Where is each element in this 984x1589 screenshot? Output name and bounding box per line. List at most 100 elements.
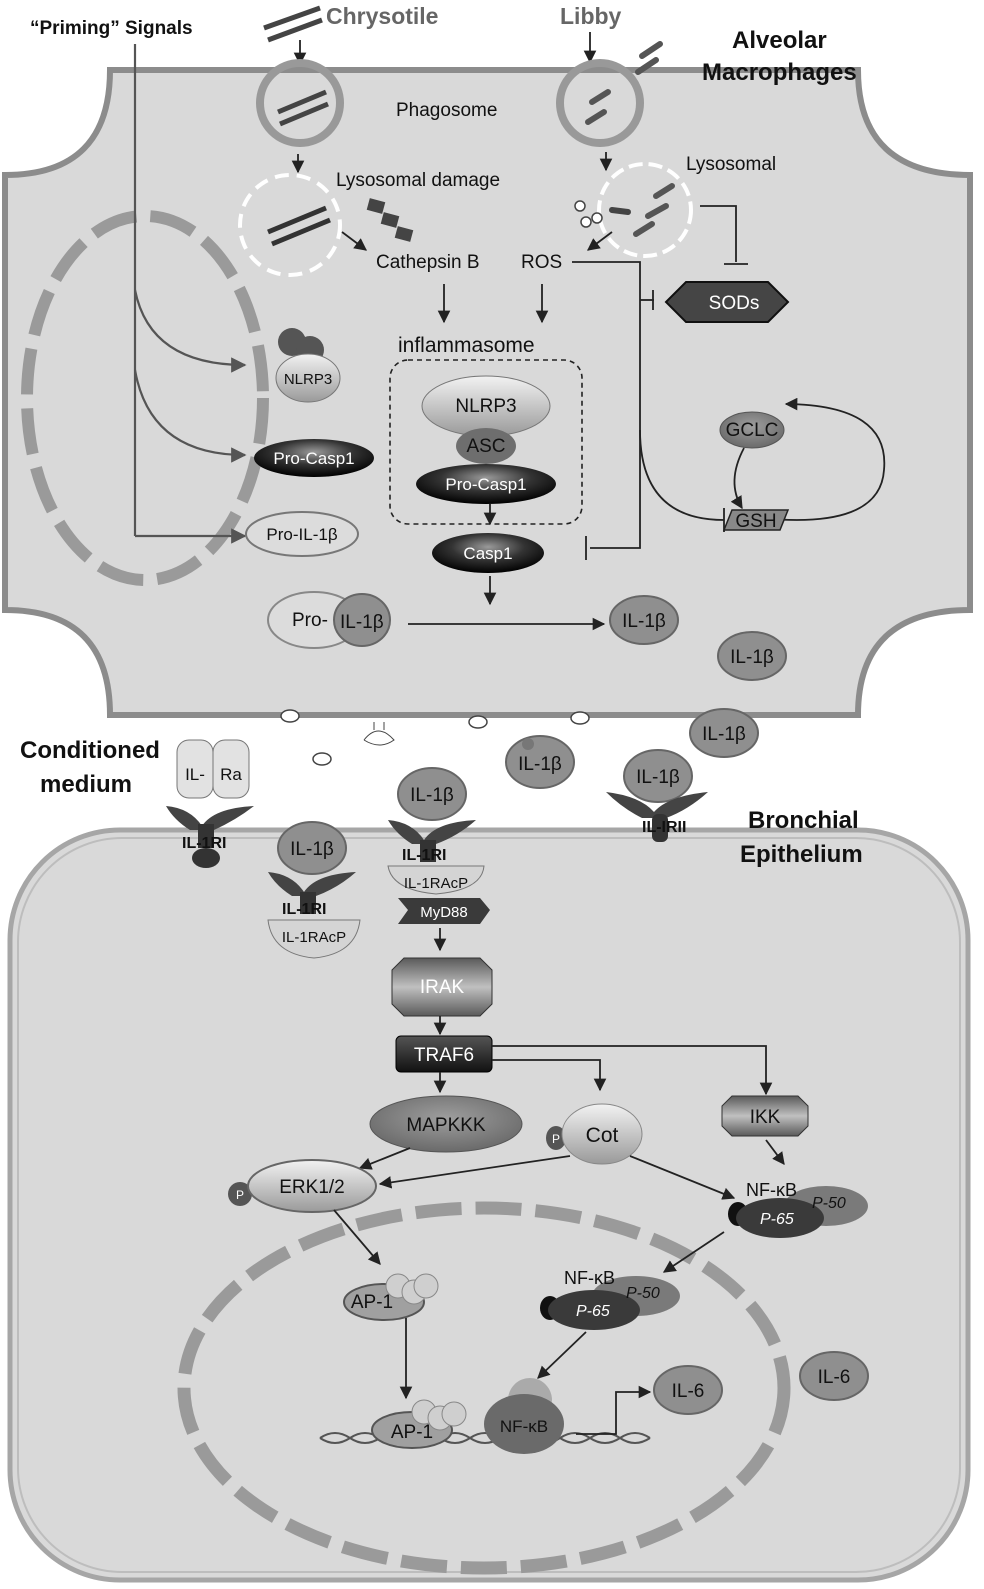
svg-text:NLRP3: NLRP3	[455, 396, 516, 417]
svg-text:IL-1RI: IL-1RI	[402, 847, 446, 864]
svg-text:IL-6: IL-6	[672, 1381, 705, 1402]
svg-text:Pro-Casp1: Pro-Casp1	[445, 475, 526, 494]
svg-text:GSH: GSH	[735, 511, 776, 532]
asc-node: ASC	[456, 428, 516, 464]
svg-text:IL-1RI: IL-1RI	[182, 835, 226, 852]
lysosome-right	[597, 162, 693, 258]
svg-text:IL-1β: IL-1β	[636, 767, 680, 788]
conditioned-title-1: Conditioned	[20, 737, 160, 764]
inflammasome-label: inflammasome	[398, 334, 535, 357]
sods-label: SODs	[709, 293, 760, 314]
phagosome-left	[256, 59, 344, 147]
ap1-node-dna: AP-1	[371, 1399, 467, 1449]
pro-il1b-complex: Pro- IL-1β	[267, 591, 391, 649]
svg-text:IL-1β: IL-1β	[730, 647, 774, 668]
macrophage-nucleus	[21, 210, 269, 586]
svg-text:NF-κB: NF-κB	[564, 1268, 615, 1288]
il1b-free-2: IL-1β	[689, 708, 759, 758]
ap1-node-upper: AP-1	[343, 1273, 439, 1321]
svg-text:IL-: IL-	[185, 765, 205, 784]
il1ra-receptor: IL- Ra IL-1RI	[166, 739, 254, 868]
epithelial-nucleus	[177, 1201, 791, 1575]
svg-text:Ra: Ra	[220, 765, 242, 784]
conditioned-title-2: medium	[40, 771, 132, 798]
libby-label: Libby	[560, 3, 622, 29]
svg-text:IL-1RAcP: IL-1RAcP	[282, 929, 346, 946]
bronchial-title-1: Bronchial	[748, 807, 859, 834]
svg-text:Cot: Cot	[586, 1124, 619, 1147]
pro-il1b-node: Pro-IL-1β	[245, 511, 359, 557]
cathepsin-b-label: Cathepsin B	[376, 252, 480, 273]
svg-text:IL-IRII: IL-IRII	[642, 819, 686, 836]
svg-text:MyD88: MyD88	[420, 904, 468, 921]
cot-node: P Cot	[546, 1103, 643, 1165]
svg-text:TRAF6: TRAF6	[414, 1045, 474, 1066]
lysosomal-label: Lysosomal	[686, 154, 776, 175]
svg-text:P: P	[236, 1188, 244, 1202]
traf6-node: TRAF6	[395, 1035, 493, 1073]
lysosomal-damage-label: Lysosomal damage	[336, 170, 500, 191]
svg-text:IL-1β: IL-1β	[340, 612, 384, 633]
svg-text:IL-1β: IL-1β	[702, 724, 746, 745]
nfkb-dna: NF-κB	[484, 1378, 564, 1454]
nfkb-nucleus: NF-κB P-50 P-65	[540, 1268, 680, 1330]
sods-node: SODs	[664, 281, 790, 323]
il6-nucleus: IL-6	[653, 1365, 723, 1415]
phagosome-right	[556, 59, 644, 147]
il6-cytoplasm: IL-6	[799, 1351, 869, 1401]
phagosome-label: Phagosome	[396, 100, 497, 121]
pro-casp1-node: Pro-Casp1	[254, 439, 374, 477]
svg-text:IL-1β: IL-1β	[290, 839, 334, 860]
il1b-mature-1: IL-1β	[609, 595, 679, 645]
bronchial-title-2: Epithelium	[740, 841, 863, 868]
gclc-node: GCLC	[719, 411, 785, 449]
svg-text:P-50: P-50	[812, 1195, 846, 1212]
svg-text:IKK: IKK	[750, 1107, 781, 1128]
svg-text:IL-6: IL-6	[818, 1367, 851, 1388]
mapkkk-node: MAPKKK	[369, 1095, 523, 1153]
il1b-mature-2: IL-1β	[717, 631, 787, 681]
il1b-receptor-complex-left: IL-1β IL-1RI IL-1RAcP	[267, 821, 361, 959]
erk-node: P ERK1/2	[228, 1159, 377, 1213]
inflammasome-pro-casp1: Pro-Casp1	[416, 464, 556, 504]
ros-bubbles	[574, 200, 603, 228]
ikk-node: IKK	[721, 1095, 809, 1137]
il1b-receptor-complex-top: IL-1β IL-1RI IL-1RAcP MyD88	[387, 767, 490, 924]
alveolar-title-2: Macrophages	[702, 59, 857, 86]
svg-text:P-50: P-50	[626, 1285, 660, 1302]
chrysotile-label: Chrysotile	[326, 3, 438, 29]
svg-text:NF-κB: NF-κB	[500, 1417, 548, 1436]
svg-text:ERK1/2: ERK1/2	[279, 1177, 344, 1198]
svg-text:P-65: P-65	[760, 1211, 794, 1228]
svg-text:NF-κB: NF-κB	[746, 1180, 797, 1200]
svg-text:P: P	[552, 1132, 560, 1146]
alveolar-title-1: Alveolar	[732, 27, 827, 54]
svg-text:IRAK: IRAK	[420, 977, 465, 998]
svg-text:GCLC: GCLC	[726, 420, 779, 441]
svg-text:MAPKKK: MAPKKK	[406, 1115, 486, 1136]
svg-text:P-65: P-65	[576, 1303, 610, 1320]
svg-text:IL-1β: IL-1β	[518, 754, 562, 775]
svg-text:Casp1: Casp1	[463, 544, 512, 563]
nfkb-cytoplasm: NF-κB P-50 P-65	[728, 1180, 868, 1238]
nlrp3-node: NLRP3	[275, 328, 341, 403]
svg-text:AP-1: AP-1	[391, 1422, 433, 1443]
svg-text:IL-1RAcP: IL-1RAcP	[404, 875, 468, 892]
il-irii-receptor: IL-1β IL-IRII	[606, 749, 708, 842]
chrysotile-fiber	[263, 5, 323, 43]
svg-text:AP-1: AP-1	[351, 1292, 393, 1313]
inflammasome-nlrp3: NLRP3	[421, 375, 551, 437]
casp1-node: Casp1	[432, 533, 544, 573]
svg-text:NLRP3: NLRP3	[284, 371, 332, 388]
svg-text:ASC: ASC	[466, 436, 505, 457]
damaged-lysosome	[238, 173, 342, 277]
medium-vesicles	[280, 709, 590, 766]
svg-text:IL-1RI: IL-1RI	[282, 901, 326, 918]
ros-label: ROS	[521, 252, 562, 273]
gsh-node: GSH	[722, 509, 790, 532]
svg-text:IL-1β: IL-1β	[410, 785, 454, 806]
svg-text:Pro-IL-1β: Pro-IL-1β	[266, 525, 337, 544]
cathepsin-fragments	[366, 198, 414, 242]
